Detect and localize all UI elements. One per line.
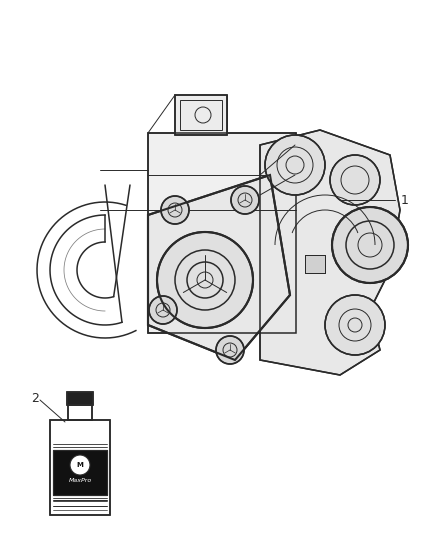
Circle shape (265, 135, 325, 195)
Text: MaxPro: MaxPro (68, 478, 92, 482)
Polygon shape (148, 175, 290, 360)
Circle shape (216, 336, 244, 364)
Text: 1: 1 (401, 193, 409, 206)
Polygon shape (148, 133, 296, 333)
Circle shape (149, 296, 177, 324)
Circle shape (70, 455, 90, 475)
Text: 2: 2 (31, 392, 39, 405)
Circle shape (325, 295, 385, 355)
Polygon shape (68, 405, 92, 420)
Polygon shape (50, 420, 110, 515)
Polygon shape (53, 450, 107, 495)
Polygon shape (175, 95, 227, 135)
Polygon shape (260, 130, 400, 375)
Circle shape (332, 207, 408, 283)
Circle shape (330, 155, 380, 205)
Circle shape (157, 232, 253, 328)
Circle shape (161, 196, 189, 224)
Circle shape (231, 186, 259, 214)
Text: M: M (77, 462, 83, 468)
Bar (305, 255, 325, 273)
Polygon shape (67, 392, 93, 405)
Bar (305, 255, 325, 273)
